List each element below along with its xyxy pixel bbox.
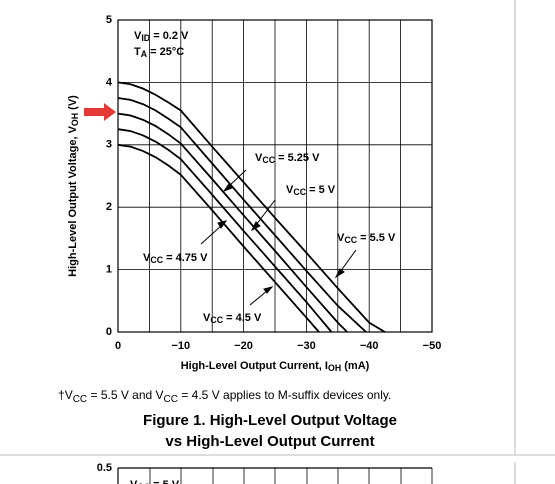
label: VID = 0.2 V (134, 30, 189, 43)
label-part: V (130, 479, 138, 484)
subscript: CC (293, 187, 306, 197)
highlight-arrow (84, 103, 116, 121)
label-part: = 5.25 V (275, 152, 320, 164)
subscript: OH (328, 363, 341, 373)
footnote: †VCC = 5.5 V and VCC = 4.5 V applies to … (58, 388, 391, 404)
x-tick-label: −10 (171, 340, 190, 352)
line-series (117, 143, 320, 333)
caption: Figure 1. High-Level Output Voltage (143, 412, 397, 429)
label-part: T (134, 46, 141, 58)
plot-frame (117, 19, 433, 333)
x-tick-label: 0 (115, 340, 121, 352)
label-part: V (337, 232, 345, 244)
label-part: = 4.5 V (223, 312, 262, 324)
caption: vs High-Level Output Current (165, 433, 374, 450)
footnote-part: = 5.5 V and V (87, 388, 163, 402)
y-tick-label: 0 (106, 326, 112, 338)
y-tick-label: 4 (106, 76, 113, 88)
label: VCC = 5 V (130, 479, 180, 484)
x-tick-label: −40 (360, 340, 379, 352)
label-part: V (143, 252, 151, 264)
footnote-part: = 4.5 V applies to M-suffix devices only… (178, 388, 391, 402)
subscript: OH (70, 113, 80, 126)
label-part: V (255, 152, 263, 164)
label: VCC = 5.5 V (337, 232, 396, 245)
footnote-part: V (65, 388, 73, 402)
label-part: High-Level Output Voltage, V (67, 125, 79, 276)
subscript: CC (150, 255, 163, 265)
x-tick-label: −20 (234, 340, 253, 352)
label: High-Level Output Voltage, VOH (V) (67, 95, 80, 277)
label: VCC = 4.75 V (143, 252, 208, 265)
label-part: = 4.75 V (163, 252, 208, 264)
subscript: CC (210, 315, 223, 325)
label: VCC = 5.25 V (255, 152, 320, 165)
label: VCC = 4.5 V (203, 312, 262, 325)
x-tick-label: −50 (423, 340, 442, 352)
next-y-tick: 0.5 (97, 462, 112, 474)
subscript: A (141, 49, 148, 59)
y-tick-label: 2 (106, 201, 112, 213)
y-tick-label: 1 (106, 264, 112, 276)
label: VCC = 5 V (286, 184, 336, 197)
label-part: = 5 V (150, 479, 180, 484)
label-part: V (286, 184, 294, 196)
subscript: CC (137, 482, 150, 484)
subscript: CC (73, 394, 87, 405)
line-series (117, 112, 348, 333)
label-part: (mA) (341, 360, 369, 372)
y-tick-label: 5 (106, 14, 112, 26)
label-part: (V) (67, 95, 79, 113)
label-part: = 0.2 V (150, 30, 189, 42)
label-part: = 25°C (147, 46, 184, 58)
y-tick-label: 3 (106, 139, 112, 151)
label: High-Level Output Current, IOH (mA) (181, 360, 370, 373)
line-series (117, 128, 333, 333)
label-part: = 5.5 V (357, 232, 396, 244)
footnote-part: † (58, 388, 65, 402)
label: TA = 25°C (134, 46, 184, 59)
x-tick-label: −30 (297, 340, 316, 352)
subscript: CC (344, 235, 357, 245)
line-series (117, 97, 367, 333)
subscript: CC (262, 155, 275, 165)
label-part: High-Level Output Current, I (181, 360, 328, 372)
subscript: ID (141, 33, 150, 43)
label-part: = 5 V (306, 184, 336, 196)
label-part: V (203, 312, 211, 324)
subscript: CC (164, 394, 178, 405)
line-series (117, 81, 386, 333)
label-part: V (134, 30, 142, 42)
